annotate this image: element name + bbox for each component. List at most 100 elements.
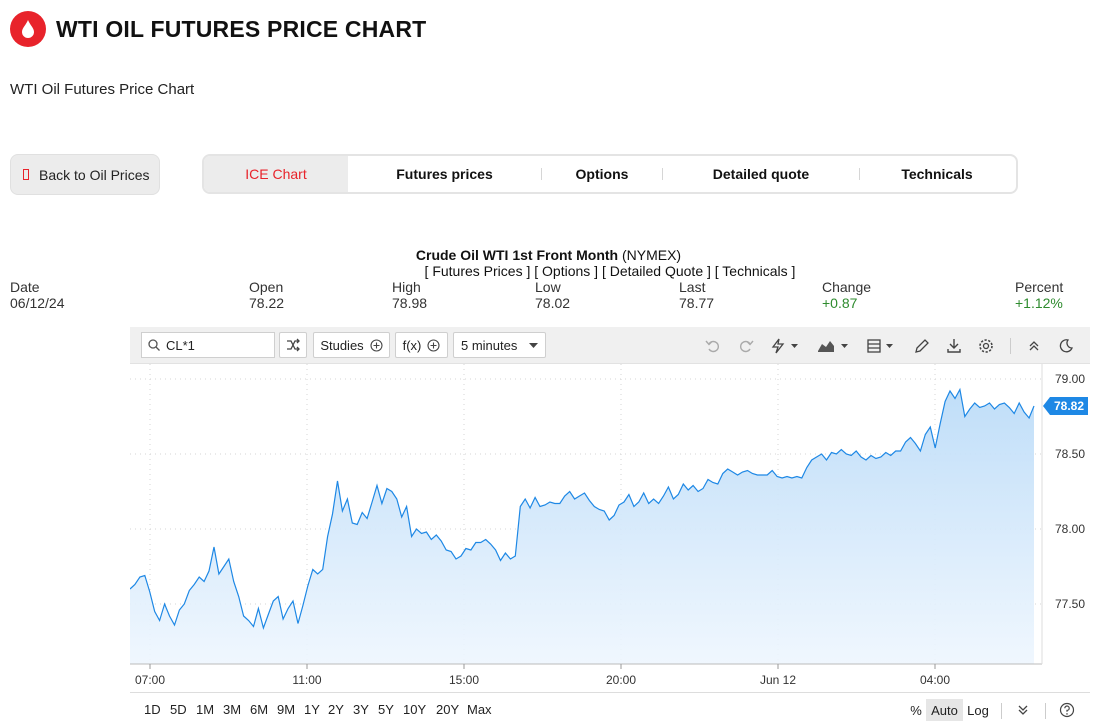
fx-label: f(x) [402, 337, 422, 353]
exchange-name: (NYMEX) [621, 247, 682, 263]
last-price-label: 78.82 [1054, 399, 1084, 413]
tab-futures-prices[interactable]: Futures prices [396, 166, 493, 182]
range-1m[interactable]: 1M [196, 702, 215, 717]
pencil-icon[interactable] [912, 336, 932, 356]
stat-value: 78.98 [392, 295, 428, 311]
toolbar-divider [1010, 338, 1011, 354]
dark-mode-icon[interactable] [1056, 336, 1076, 356]
interval-select[interactable]: 5 minutes [453, 332, 546, 358]
y-tick-label: 78.00 [1055, 522, 1085, 536]
x-tick-label: 20:00 [606, 673, 636, 687]
tab-bar: ICE Chart Futures prices Options Detaile… [202, 154, 1018, 194]
back-to-oil-prices-button[interactable]: Back to Oil Prices [10, 154, 160, 195]
page-title: WTI OIL FUTURES PRICE CHART [56, 15, 427, 42]
scale-percent[interactable]: % [910, 702, 922, 718]
range-divider [1001, 703, 1002, 719]
scale-log[interactable]: Log [967, 702, 989, 718]
scale-auto[interactable]: Auto [926, 699, 963, 721]
price-chart[interactable]: 07:00 11:00 15:00 20:00 Jun 12 04:00 79.00 78.… [130, 364, 1090, 692]
chevron-double-down-icon[interactable] [1012, 699, 1034, 721]
layout-icon[interactable] [865, 336, 899, 356]
redo-icon[interactable] [736, 336, 756, 356]
stat-change: Change +0.87 [822, 279, 871, 311]
range-5y[interactable]: 5Y [378, 702, 394, 717]
help-icon[interactable] [1056, 699, 1078, 721]
last-price-tag: 78.82 [1043, 397, 1088, 415]
stat-label: High [392, 279, 421, 295]
download-icon[interactable] [944, 336, 964, 356]
compare-button[interactable] [279, 332, 307, 358]
range-3y[interactable]: 3Y [353, 702, 369, 717]
stat-value: 78.77 [679, 295, 715, 311]
gear-icon[interactable] [976, 336, 996, 356]
stat-label: Date [10, 279, 40, 295]
chevron-down-icon [529, 342, 539, 348]
instrument-name: Crude Oil WTI 1st Front Month [415, 247, 619, 263]
tab-technicals[interactable]: Technicals [901, 166, 973, 182]
range-1d[interactable]: 1D [144, 702, 161, 717]
quote-title: Crude Oil WTI 1st Front Month (NYMEX) [0, 247, 1097, 263]
x-tick-label: Jun 12 [760, 673, 796, 687]
price-line [130, 387, 1035, 631]
stat-value: +0.87 [822, 295, 858, 311]
stat-percent: Percent +1.12% [1015, 279, 1063, 311]
lightning-icon[interactable] [768, 336, 802, 356]
tab-divider [541, 168, 542, 180]
stat-open: Open 78.22 [249, 279, 284, 311]
page-subtitle: WTI Oil Futures Price Chart [10, 81, 195, 98]
x-axis-ticks: 07:00 11:00 15:00 20:00 Jun 12 04:00 [135, 664, 950, 687]
fx-button[interactable]: f(x) [395, 332, 448, 358]
stat-date: Date 06/12/24 [10, 279, 65, 311]
chart-toolbar: Studies f(x) 5 minutes [130, 327, 1090, 364]
x-tick-label: 04:00 [920, 673, 950, 687]
stat-label: Open [249, 279, 284, 295]
stat-value: 78.22 [249, 295, 285, 311]
back-arrow-icon [23, 169, 29, 180]
y-axis-ticks: 79.00 78.50 78.00 77.50 [1055, 372, 1085, 611]
stat-value: 78.02 [535, 295, 571, 311]
range-10y[interactable]: 10Y [403, 702, 427, 717]
undo-icon[interactable] [703, 336, 723, 356]
tab-ice-chart[interactable]: ICE Chart [204, 156, 348, 192]
collapse-icon[interactable] [1024, 336, 1044, 356]
range-bar: 1D 5D 1M 3M 6M 9M 1Y 2Y 3Y 5Y 10Y 20Y Ma… [130, 692, 1090, 726]
range-20y[interactable]: 20Y [436, 702, 460, 717]
studies-label: Studies [320, 337, 364, 353]
stat-last: Last 78.77 [679, 279, 714, 311]
compare-icon [287, 338, 300, 352]
search-icon [148, 339, 160, 351]
y-tick-label: 77.50 [1055, 597, 1085, 611]
y-tick-label: 79.00 [1055, 372, 1085, 386]
symbol-search[interactable] [141, 332, 275, 358]
y-tick-label: 78.50 [1055, 447, 1085, 461]
interval-label: 5 minutes [461, 337, 518, 353]
tab-options[interactable]: Options [575, 166, 629, 182]
symbol-input[interactable] [166, 337, 266, 353]
x-tick-label: 07:00 [135, 673, 165, 687]
x-tick-label: 15:00 [449, 673, 479, 687]
range-6m[interactable]: 6M [250, 702, 269, 717]
oil-drop-icon [10, 11, 46, 47]
tab-detailed-quote[interactable]: Detailed quote [712, 166, 810, 182]
stat-label: Percent [1015, 279, 1064, 295]
range-9m[interactable]: 9M [277, 702, 296, 717]
x-tick-label: 11:00 [292, 673, 321, 687]
range-1y[interactable]: 1Y [304, 702, 320, 717]
back-button-label: Back to Oil Prices [39, 166, 150, 183]
tab-divider [662, 168, 663, 180]
stat-value: 06/12/24 [10, 295, 65, 311]
studies-button[interactable]: Studies [313, 332, 390, 358]
stat-label: Low [535, 279, 561, 295]
range-max[interactable]: Max [467, 702, 492, 717]
range-2y[interactable]: 2Y [328, 702, 344, 717]
plus-circle-icon [370, 338, 383, 352]
chart-type-icon[interactable] [816, 336, 852, 356]
stat-value: +1.12% [1015, 295, 1063, 311]
range-5d[interactable]: 5D [170, 702, 187, 717]
last-price-badge [1043, 397, 1088, 415]
range-divider [1045, 703, 1046, 719]
stat-high: High 78.98 [392, 279, 427, 311]
stat-label: Last [679, 279, 706, 295]
range-3m[interactable]: 3M [223, 702, 242, 717]
quote-links[interactable]: [ Futures Prices ] [ Options ] [ Detaile… [424, 263, 796, 279]
